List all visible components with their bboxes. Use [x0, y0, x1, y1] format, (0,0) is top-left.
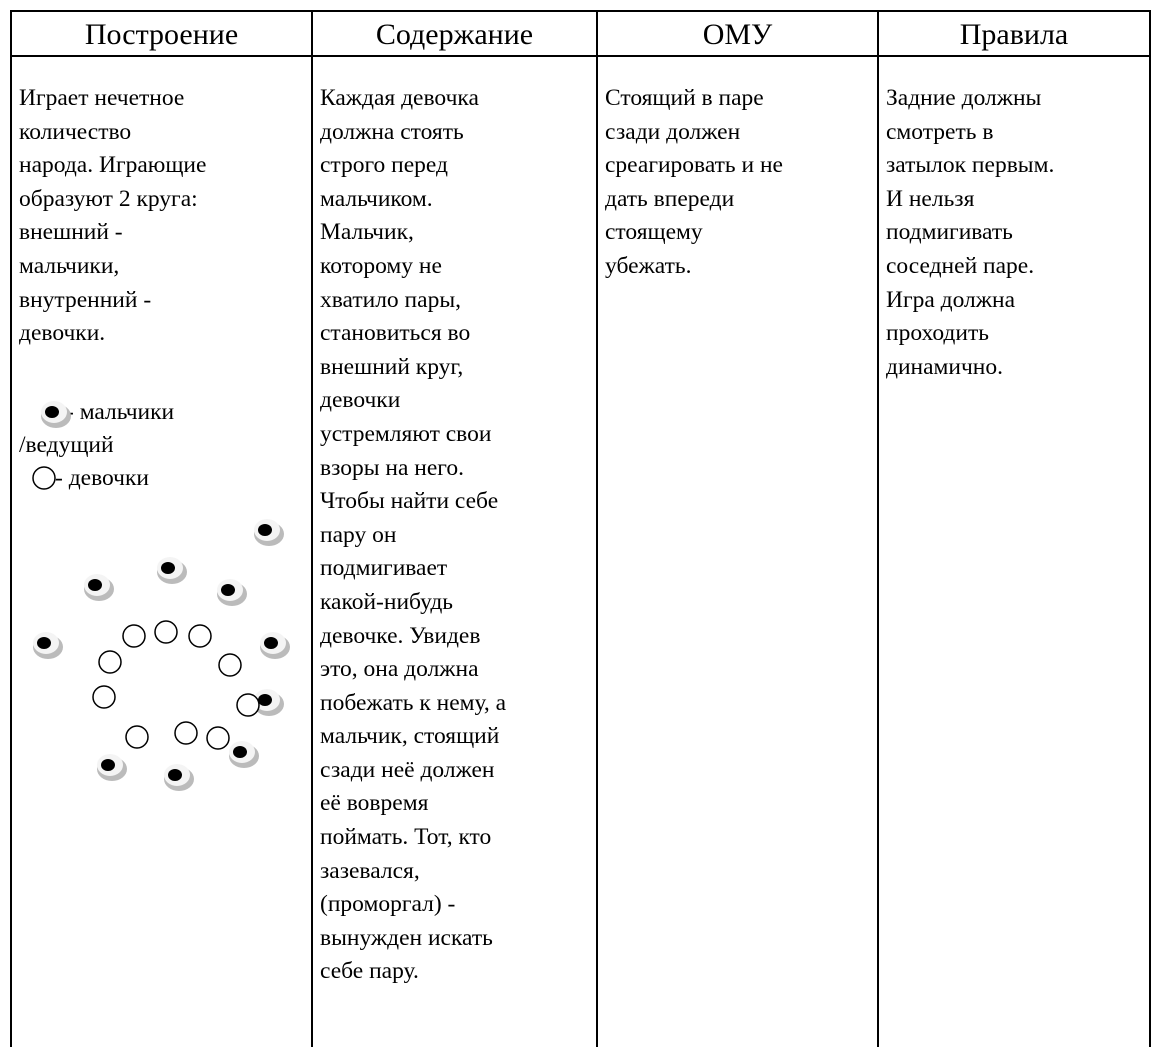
cell-line: поймать. Тот, кто [320, 824, 492, 851]
cell-line: подмигивать [886, 219, 1013, 246]
cell-line: образуют 2 круга: [19, 185, 198, 212]
cell-line: девочке. Увидев [320, 622, 481, 649]
cell-line: И нельзя [886, 185, 975, 212]
header-cell: Построение [84, 18, 239, 51]
cell-line: динамично. [886, 353, 1004, 380]
cell-line: внешний - [19, 219, 123, 246]
cell-line: какой-нибудь [320, 588, 454, 615]
legend-text: /ведущий [19, 432, 114, 458]
cell-line: мальчики, [19, 252, 120, 279]
cell-line: зазевался, [320, 857, 420, 884]
cell-line: становиться во [320, 320, 471, 347]
border [1149, 10, 1151, 1047]
border [10, 10, 12, 1047]
cell-line: Задние должны [886, 85, 1042, 111]
cell-line: (проморгал) - [320, 891, 456, 918]
cell-line: стоящему [605, 219, 703, 246]
border [596, 10, 598, 1047]
cell-line: устремляют свои [320, 420, 492, 447]
border [311, 10, 313, 1047]
border [10, 55, 1151, 57]
cell-line: сзади неё должен [320, 756, 495, 783]
cell-line: девочки [320, 387, 401, 414]
cell-line: взоры на него. [320, 454, 464, 481]
cell-line: должна стоять [320, 118, 464, 145]
cell-line: мальчиком. [320, 185, 433, 212]
cell-line: девочки. [19, 320, 106, 347]
legend-text: - девочки [55, 465, 149, 491]
cell-line: подмигивает [320, 555, 448, 582]
cell: Играет нечетное количество народа. Играющи… [19, 82, 206, 351]
cell-line: мальчик, стоящий [320, 723, 500, 750]
cell-line: количество [19, 118, 132, 145]
cell-line: строго перед [320, 152, 448, 179]
cell-line: это, она должна [320, 656, 479, 683]
cell: Задние должны смотреть в затылок первым. И … [886, 82, 1054, 384]
cell-line: дать впереди [605, 185, 735, 212]
cell: Каждая девочка должна стоять строго перед м… [320, 82, 506, 989]
header-cell: Содержание [375, 18, 534, 51]
border [877, 10, 879, 1047]
cell-line: себе пару. [320, 958, 419, 985]
cell-line: которому не [320, 252, 442, 279]
header-cell: Правила [959, 18, 1069, 51]
cell-line: вынужден искать [320, 924, 493, 951]
cell-line: Чтобы найти себе [320, 488, 499, 515]
cell-line: сзади должен [605, 118, 741, 145]
cell-line: пару он [320, 521, 397, 548]
cell-line: внутренний - [19, 286, 152, 313]
cell-line: соседней паре. [886, 252, 1035, 279]
cell-line: её вовремя [320, 790, 429, 817]
cell-line: Стоящий в паре [605, 85, 764, 111]
cell: Стоящий в паре сзади должен среагировать и… [605, 82, 783, 284]
cell-line: смотреть в [886, 118, 994, 145]
cell-line: Мальчик, [320, 219, 414, 246]
cell-line: Играет нечетное [19, 85, 185, 111]
legend-text: - мальчики [66, 399, 175, 425]
cell-line: побежать к нему, а [320, 689, 507, 716]
cell-line: хватило пары, [320, 286, 461, 313]
cell-line: народа. Играющие [19, 152, 207, 179]
cell-line: затылок первым. [886, 152, 1055, 179]
cell-line: Игра должна [886, 286, 1016, 313]
header-cell: ОМУ [702, 18, 773, 51]
cell-line: среагировать и не [605, 152, 783, 179]
border [10, 10, 1151, 12]
cell-line: Каждая девочка [320, 85, 479, 111]
cell-line: внешний круг, [320, 353, 464, 380]
cell-line: проходить [886, 320, 989, 347]
cell-line: убежать. [605, 252, 692, 279]
